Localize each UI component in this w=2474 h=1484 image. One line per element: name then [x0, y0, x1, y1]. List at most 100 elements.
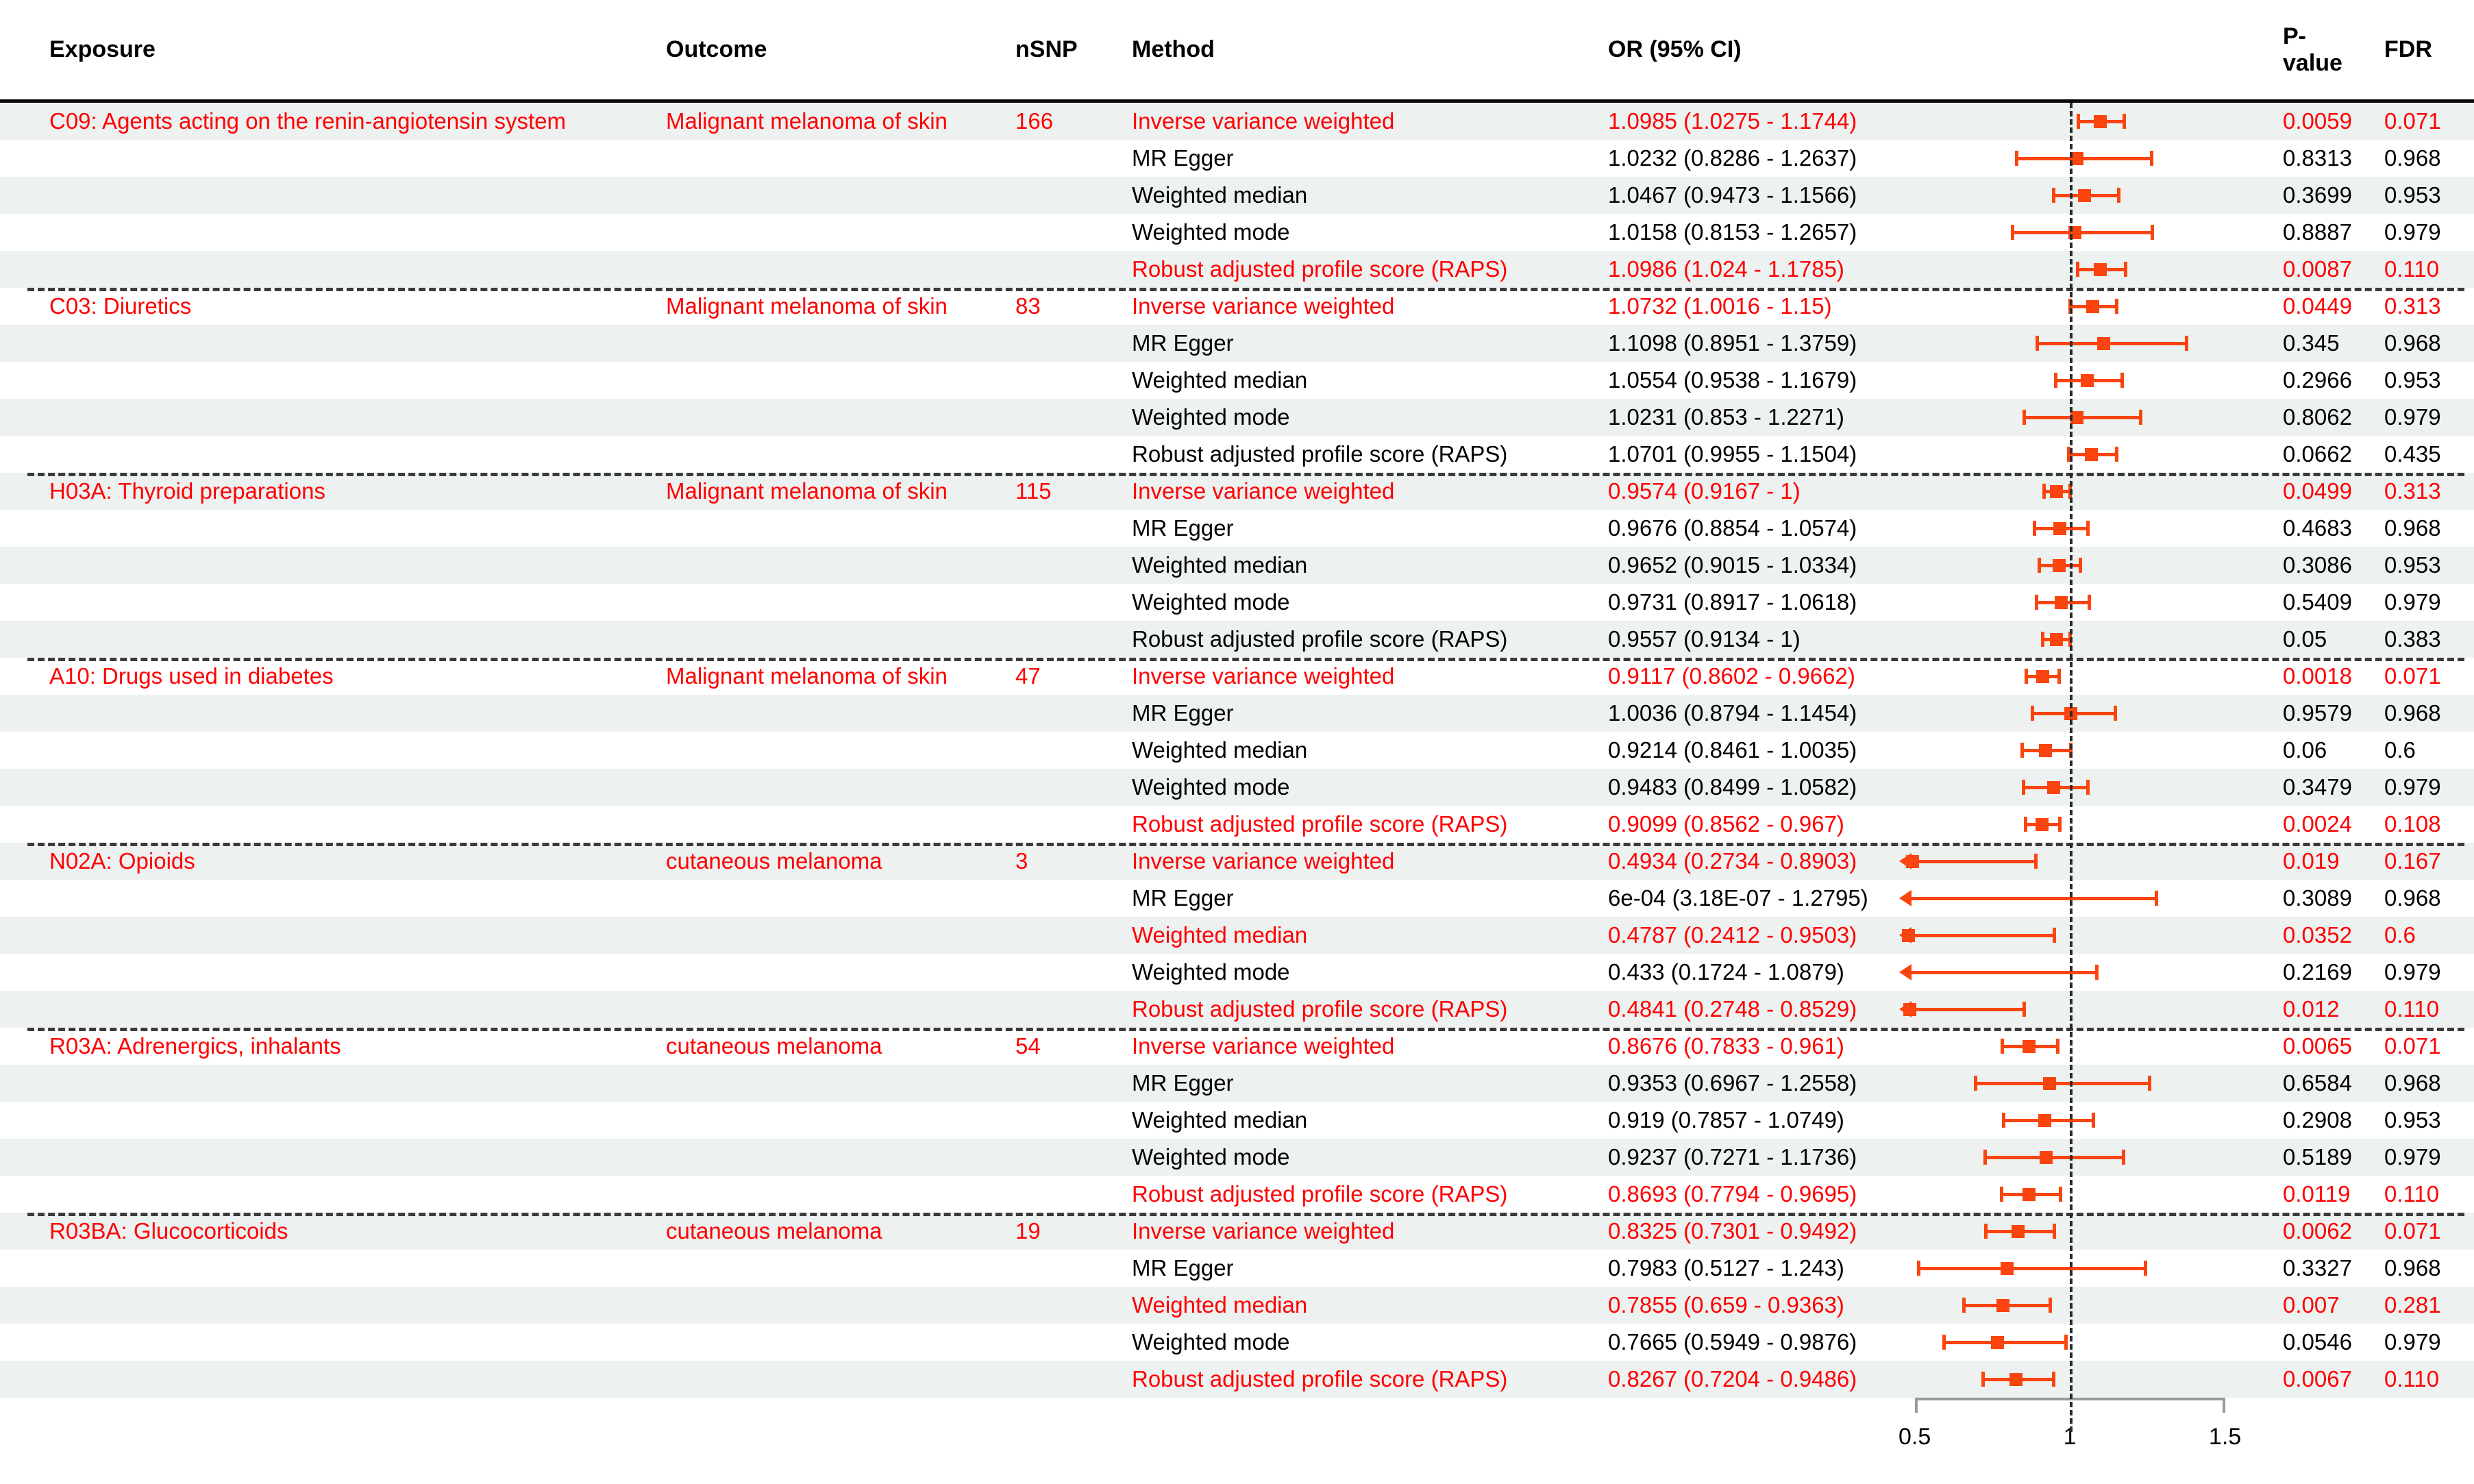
method-cell: Inverse variance weighted	[1132, 1033, 1395, 1059]
or-point-marker	[1903, 1002, 1916, 1016]
method-cell: Weighted mode	[1132, 959, 1290, 985]
pvalue-cell: 0.0065	[2283, 1033, 2352, 1059]
ci-lower-cap	[2001, 1113, 2005, 1128]
ci-upper-cap	[2151, 225, 2154, 240]
or-ci-cell: 0.9237 (0.7271 - 1.1736)	[1608, 1144, 1857, 1170]
or-ci-cell: 0.9099 (0.8562 - 0.967)	[1608, 811, 1844, 837]
table-row: Weighted median 1.0467 (0.9473 - 1.1566) 0…	[0, 177, 2474, 214]
forest-plot-cell	[1899, 1176, 2262, 1213]
ci-lower-cap	[1974, 1076, 1978, 1091]
fdr-cell: 0.979	[2384, 1144, 2441, 1170]
pvalue-cell: 0.3699	[2283, 182, 2352, 208]
table-row: Weighted mode 0.9731 (0.8917 - 1.0618) 0.5…	[0, 584, 2474, 621]
ci-line	[1910, 896, 2157, 900]
ci-upper-cap	[2086, 780, 2090, 795]
or-point-marker	[2047, 780, 2061, 794]
header-method: Method	[1132, 36, 1215, 62]
or-ci-cell: 0.9652 (0.9015 - 1.0334)	[1608, 552, 1857, 578]
or-ci-cell: 0.8693 (0.7794 - 0.9695)	[1608, 1181, 1857, 1207]
or-point-marker	[2097, 336, 2111, 350]
forest-plot-cell	[1899, 695, 2262, 732]
fdr-cell: 0.968	[2384, 145, 2441, 171]
table-row: Weighted median 0.9214 (0.8461 - 1.0035) 0…	[0, 732, 2474, 769]
method-cell: Weighted median	[1132, 367, 1308, 393]
table-row: C09: Agents acting on the renin-angioten…	[0, 103, 2474, 140]
or-ci-cell: 0.919 (0.7857 - 1.0749)	[1608, 1107, 1844, 1133]
forest-plot-cell	[1899, 399, 2262, 436]
fdr-cell: 0.953	[2384, 552, 2441, 578]
pvalue-cell: 0.0449	[2283, 293, 2352, 319]
nsnp-cell: 83	[1015, 293, 1041, 319]
ci-lower-cap	[2025, 669, 2029, 684]
fdr-cell: 0.968	[2384, 1070, 2441, 1096]
or-point-marker	[2080, 373, 2094, 387]
or-ci-cell: 0.7855 (0.659 - 0.9363)	[1608, 1292, 1844, 1318]
fdr-cell: 0.6	[2384, 737, 2416, 763]
axis-tick-label: 1	[2063, 1424, 2077, 1450]
method-cell: Weighted median	[1132, 1107, 1308, 1133]
ci-lower-cap	[2031, 706, 2034, 721]
nsnp-cell: 47	[1015, 663, 1041, 689]
fdr-cell: 0.968	[2384, 885, 2441, 911]
pvalue-cell: 0.0059	[2283, 108, 2352, 134]
ci-line	[2012, 230, 2153, 234]
or-ci-cell: 0.9483 (0.8499 - 1.0582)	[1608, 774, 1857, 800]
table-row: Robust adjusted profile score (RAPS) 0.86…	[0, 1176, 2474, 1213]
nsnp-cell: 54	[1015, 1033, 1041, 1059]
header-plot-spacer	[1899, 0, 2262, 99]
fdr-cell: 0.968	[2384, 1255, 2441, 1281]
pvalue-cell: 0.3086	[2283, 552, 2352, 578]
axis-tick-label: 1.5	[2209, 1424, 2242, 1450]
ci-upper-cap	[2087, 595, 2091, 610]
method-cell: Weighted median	[1132, 182, 1308, 208]
outcome-cell: Malignant melanoma of skin	[666, 663, 948, 689]
ci-upper-cap	[2113, 706, 2117, 721]
table-row: MR Egger 1.0232 (0.8286 - 1.2637) 0.8313 0.…	[0, 140, 2474, 177]
pvalue-cell: 0.0062	[2283, 1218, 2352, 1244]
fdr-cell: 0.968	[2384, 330, 2441, 356]
pvalue-cell: 0.9579	[2283, 700, 2352, 726]
pvalue-cell: 0.3479	[2283, 774, 2352, 800]
table-row: H03A: Thyroid preparations Malignant mela…	[0, 473, 2474, 510]
ci-lower-cap	[2075, 262, 2079, 277]
fdr-cell: 0.313	[2384, 293, 2441, 319]
table-row: Weighted mode 0.9237 (0.7271 - 1.1736) 0.5…	[0, 1139, 2474, 1176]
nsnp-cell: 19	[1015, 1218, 1041, 1244]
exposure-cell: R03BA: Glucocorticoids	[49, 1218, 288, 1244]
outcome-cell: Malignant melanoma of skin	[666, 108, 948, 134]
table-body: C09: Agents acting on the renin-angioten…	[0, 103, 2474, 1398]
ci-lower-cap	[1916, 1261, 1920, 1276]
group-separator-line	[27, 658, 2464, 661]
or-ci-cell: 1.1098 (0.8951 - 1.3759)	[1608, 330, 1857, 356]
method-cell: Weighted mode	[1132, 774, 1290, 800]
pvalue-cell: 0.2966	[2283, 367, 2352, 393]
forest-plot-cell	[1899, 1287, 2262, 1324]
ci-lower-cap	[2010, 225, 2014, 240]
ci-lower-cap	[2032, 521, 2036, 536]
method-cell: Weighted mode	[1132, 589, 1290, 615]
ci-upper-cap	[2052, 1372, 2056, 1387]
ci-upper-cap	[2147, 1076, 2151, 1091]
table-row: Robust adjusted profile score (RAPS) 0.90…	[0, 806, 2474, 843]
forest-plot-cell	[1899, 325, 2262, 362]
or-point-marker	[2001, 1261, 2014, 1275]
forest-plot-cell	[1899, 621, 2262, 658]
table-row: C03: Diuretics Malignant melanoma of skin…	[0, 288, 2474, 325]
ci-upper-cap	[2064, 1335, 2068, 1350]
pvalue-cell: 0.0067	[2283, 1366, 2352, 1392]
forest-plot-cell	[1899, 880, 2262, 917]
or-point-marker	[2009, 1372, 2023, 1386]
fdr-cell: 0.071	[2384, 108, 2441, 134]
pvalue-cell: 0.8062	[2283, 404, 2352, 430]
ci-line	[1985, 1155, 2124, 1159]
ci-line	[2037, 341, 2187, 345]
group-separator-line	[27, 1028, 2464, 1031]
forest-plot-cell	[1899, 843, 2262, 880]
table-row: A10: Drugs used in diabetes Malignant mel…	[0, 658, 2474, 695]
method-cell: Inverse variance weighted	[1132, 848, 1395, 874]
forest-plot-cell	[1899, 806, 2262, 843]
ci-upper-cap	[2057, 817, 2062, 832]
axis-tick-label: 0.5	[1898, 1424, 1931, 1450]
header-exposure: Exposure	[49, 36, 156, 62]
method-cell: Robust adjusted profile score (RAPS)	[1132, 996, 1508, 1022]
